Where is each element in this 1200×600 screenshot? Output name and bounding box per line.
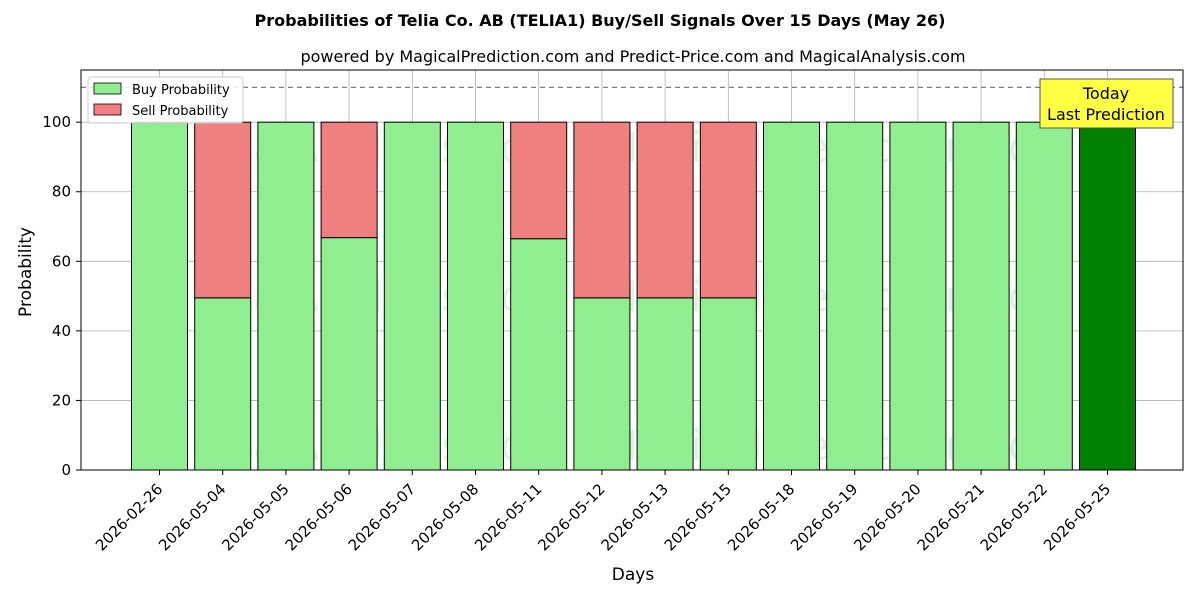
bar-sell <box>699 121 757 299</box>
bar-buy <box>510 238 568 471</box>
bar-sell <box>510 121 568 240</box>
legend: Buy Probability Sell Probability <box>87 76 244 124</box>
bar-sell <box>320 121 378 239</box>
annotation-line-1: Today <box>1082 84 1129 103</box>
x-tick-label: 2026-05-22 <box>977 480 1051 554</box>
y-axis-label: Probability <box>16 227 36 317</box>
bar-buy <box>763 121 820 471</box>
chart-subtitle: powered by MagicalPrediction.com and Pre… <box>300 47 965 66</box>
x-tick-label: 2026-05-21 <box>914 480 988 554</box>
x-tick-label: 2026-05-12 <box>534 480 608 554</box>
bar-buy <box>194 297 252 471</box>
annotation-box <box>1039 78 1174 129</box>
x-tick-label: 2026-05-19 <box>787 480 861 554</box>
chart-title: Probabilities of Telia Co. AB (TELIA1) B… <box>255 11 946 30</box>
bar-buy <box>889 121 947 471</box>
bar-sell <box>194 121 252 299</box>
bar-sell <box>573 121 631 299</box>
y-tick-label: 20 <box>52 391 71 409</box>
bar-buy <box>1079 121 1136 471</box>
x-tick-label: 2026-05-25 <box>1040 480 1114 554</box>
legend-label-sell: Sell Probability <box>132 104 229 119</box>
x-tick-label: 2026-05-15 <box>661 480 735 554</box>
bar-buy <box>636 297 694 471</box>
x-tick-label: 2026-05-18 <box>724 480 798 554</box>
bar-buy <box>447 121 504 471</box>
annotation-line-2: Last Prediction <box>1047 105 1165 124</box>
bar-buy <box>320 237 378 471</box>
x-axis-ticks: 2026-02-262026-05-042026-05-052026-05-06… <box>92 470 1114 554</box>
bar-sell <box>636 121 694 299</box>
x-tick-label: 2026-02-26 <box>92 480 166 554</box>
y-tick-label: 40 <box>52 322 71 340</box>
plot-frame <box>80 69 1184 471</box>
bar-buy <box>257 121 315 471</box>
bars <box>131 121 1136 471</box>
x-tick-label: 2026-05-04 <box>155 480 229 554</box>
bar-buy <box>699 297 757 471</box>
x-tick-label: 2026-05-20 <box>850 480 924 554</box>
bar-buy <box>1015 121 1073 471</box>
x-tick-label: 2026-05-08 <box>408 480 482 554</box>
x-tick-label: 2026-05-06 <box>282 480 356 554</box>
x-tick-label: 2026-05-11 <box>471 480 545 554</box>
x-axis-label: Days <box>612 565 655 585</box>
today-annotation: Today Last Prediction <box>1039 78 1174 129</box>
y-tick-label: 60 <box>52 252 71 270</box>
bar-buy <box>952 121 1010 471</box>
x-tick-label: 2026-05-05 <box>218 480 292 554</box>
y-tick-label: 100 <box>42 113 71 131</box>
bar-buy <box>573 297 631 471</box>
y-tick-label: 80 <box>52 183 71 201</box>
x-tick-label: 2026-05-07 <box>345 480 419 554</box>
y-axis-ticks: 0 20 40 60 80 100 <box>42 113 81 479</box>
legend-swatch-buy <box>93 82 122 95</box>
legend-swatch-sell <box>93 103 122 116</box>
bar-buy <box>826 121 884 471</box>
bar-buy <box>131 121 188 471</box>
legend-label-buy: Buy Probability <box>132 83 230 98</box>
legend-box <box>87 76 244 124</box>
y-tick-label: 0 <box>61 461 71 479</box>
bar-buy <box>383 121 441 471</box>
x-tick-label: 2026-05-13 <box>598 480 672 554</box>
